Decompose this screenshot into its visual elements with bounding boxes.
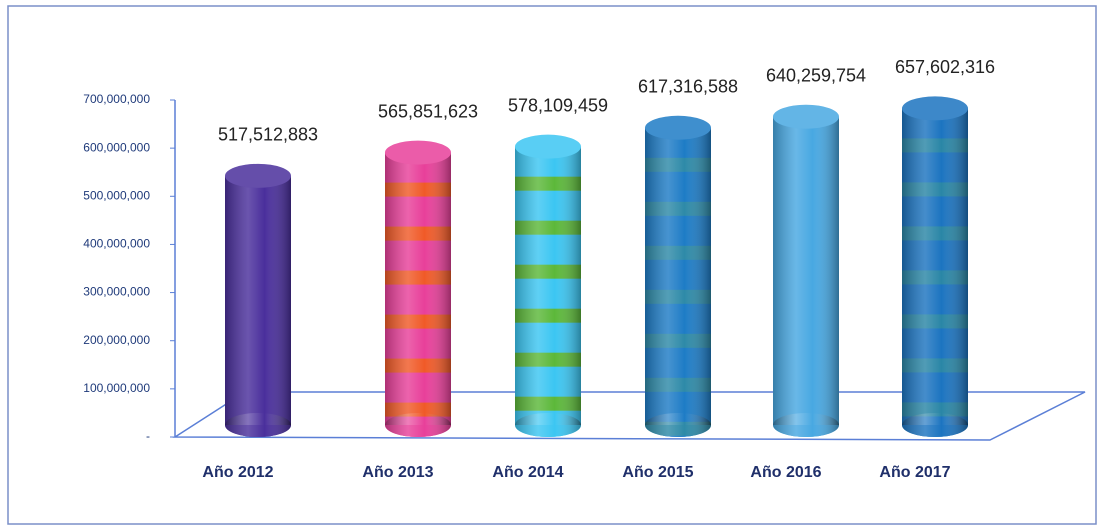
bar-shade — [225, 175, 291, 425]
value-label: 617,316,588 — [638, 77, 738, 97]
y-tick-label: 300,000,000 — [83, 285, 150, 299]
cylinder — [515, 134, 581, 437]
cylinder — [385, 140, 451, 437]
cylinder-top-highlight — [515, 134, 581, 159]
value-label: 657,602,316 — [895, 57, 995, 77]
cylinder — [773, 104, 839, 437]
cylinder-top — [645, 115, 711, 140]
cylinder-top — [773, 104, 839, 129]
cylinder — [645, 115, 711, 437]
cylinder-top — [385, 140, 451, 165]
y-tick-label: 100,000,000 — [83, 381, 150, 395]
y-tick-label: 600,000,000 — [83, 140, 150, 154]
value-label: 517,512,883 — [218, 125, 318, 145]
cylinder-top — [902, 96, 968, 121]
bar-shade-bottom — [225, 413, 291, 437]
x-tick-label: Año 2015 — [622, 464, 693, 481]
cylinder-top-highlight — [225, 163, 291, 188]
y-tick-label: - — [146, 429, 150, 443]
value-label: 640,259,754 — [766, 66, 866, 86]
cylinder-top-highlight — [902, 96, 968, 121]
y-tick-label: 200,000,000 — [83, 333, 150, 347]
cylinder-top — [225, 163, 291, 188]
cylinder-top-highlight — [385, 140, 451, 165]
bar-shade — [515, 146, 581, 426]
x-tick-label: Año 2017 — [879, 464, 950, 481]
cylinder-top — [515, 134, 581, 159]
bar-shade — [773, 116, 839, 426]
cylinder-top-highlight — [645, 115, 711, 140]
bar-shade — [645, 127, 711, 426]
bar-shade-bottom — [385, 413, 451, 437]
bar-shade-bottom — [515, 413, 581, 437]
cylinder — [225, 163, 291, 437]
x-tick-label: Año 2013 — [362, 464, 433, 481]
floor — [172, 391, 1086, 441]
x-tick-label: Año 2014 — [492, 464, 563, 481]
chart-border — [7, 5, 1097, 525]
y-tick-label: 500,000,000 — [83, 188, 150, 202]
bar-shade-bottom — [902, 413, 968, 437]
x-tick-label: Año 2016 — [750, 464, 821, 481]
bar-shade-bottom — [645, 413, 711, 437]
x-tick-label: Año 2012 — [202, 464, 273, 481]
y-tick-label: 400,000,000 — [83, 237, 150, 251]
cylinder-top-highlight — [773, 104, 839, 129]
y-tick-label: 700,000,000 — [83, 92, 150, 106]
cylinder — [902, 96, 968, 437]
bar-shade — [902, 108, 968, 426]
value-label: 565,851,623 — [378, 101, 478, 121]
value-label: 578,109,459 — [508, 95, 608, 115]
bar-shade — [385, 152, 451, 425]
bar-shade-bottom — [773, 413, 839, 437]
